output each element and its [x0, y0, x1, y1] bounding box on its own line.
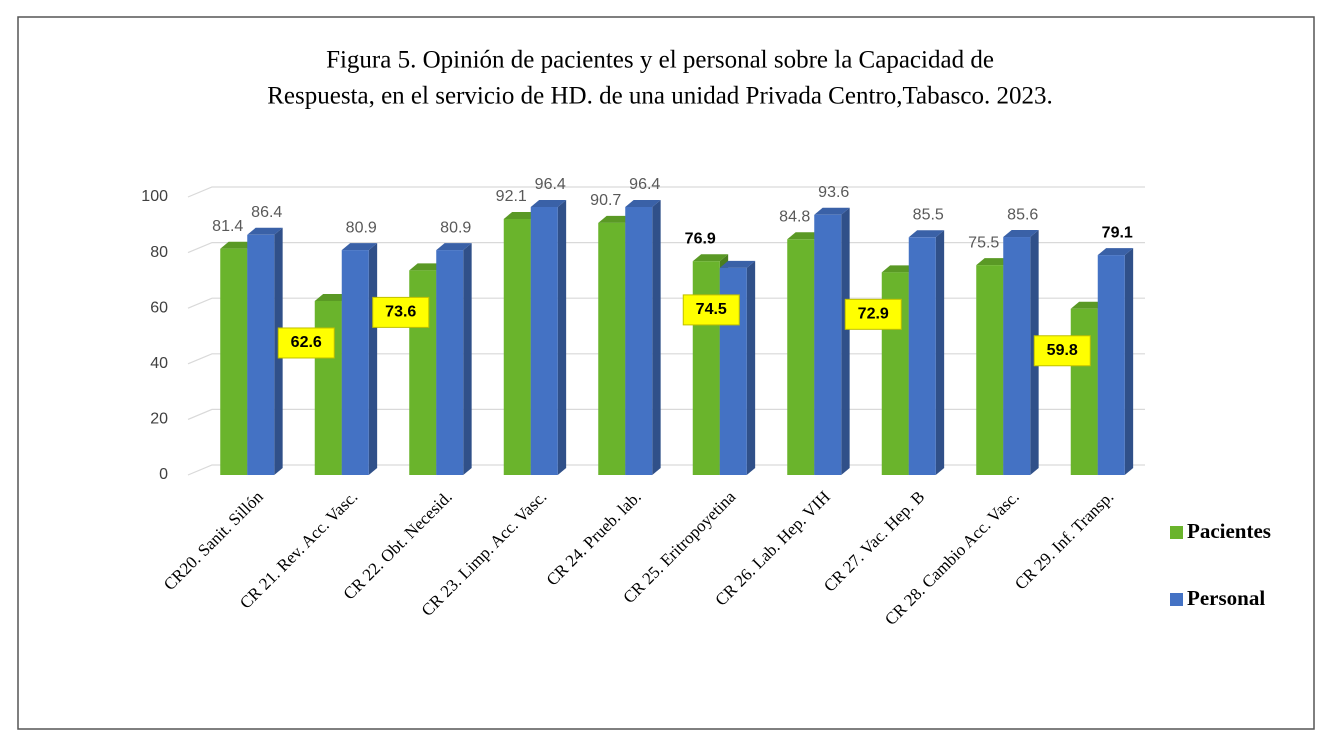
bar-top — [692, 254, 729, 262]
bar — [436, 243, 472, 475]
bar-front — [314, 300, 342, 475]
bar-front — [220, 248, 248, 475]
value-label: 62.6 — [291, 334, 322, 351]
bar-front — [530, 207, 558, 475]
bar-top — [598, 215, 634, 223]
bar-top — [341, 243, 378, 251]
chart-title: Figura 5. Opinión de pacientes y el pers… — [326, 47, 994, 74]
bar-top — [1070, 301, 1107, 309]
bar-top — [787, 232, 823, 240]
value-label: 84.8 — [779, 208, 810, 225]
bar — [530, 200, 567, 475]
bar-top — [314, 293, 351, 301]
value-label: 85.5 — [913, 207, 944, 224]
bar-top — [503, 211, 540, 219]
bar-top — [881, 265, 918, 273]
y-tick-label: 40 — [150, 355, 168, 372]
bar-front — [436, 250, 464, 475]
value-label: 76.9 — [685, 230, 716, 247]
bar-side — [746, 260, 756, 475]
bar-front — [908, 237, 936, 475]
bar-front — [341, 250, 369, 475]
bar-front — [976, 265, 1004, 475]
bar-top — [1097, 248, 1134, 256]
value-label: 96.4 — [629, 176, 660, 193]
bar — [814, 207, 850, 476]
bar — [1097, 248, 1134, 475]
bar-top — [436, 243, 472, 251]
bar-side — [463, 243, 472, 475]
bar-top — [247, 227, 283, 235]
value-label-box — [372, 296, 430, 328]
y-tick-label: 100 — [141, 188, 168, 205]
bar — [1003, 230, 1039, 475]
value-label: 93.6 — [818, 184, 849, 201]
bar-front — [1097, 255, 1125, 475]
y-tick-label: 60 — [150, 299, 168, 316]
bar-top — [1003, 230, 1039, 238]
value-label: 81.4 — [212, 218, 243, 235]
bar-front — [598, 222, 626, 475]
bar-top — [530, 200, 567, 208]
legend-label: Pacientes — [1187, 519, 1271, 543]
legend-swatch — [1170, 593, 1183, 606]
bar-front — [1070, 308, 1098, 475]
value-label: 85.6 — [1007, 206, 1038, 223]
value-label: 86.4 — [251, 204, 282, 221]
bar-side — [368, 243, 378, 475]
value-label-box — [1033, 335, 1091, 367]
bar-top — [814, 207, 850, 215]
bar-top — [719, 260, 756, 268]
bar — [341, 243, 378, 475]
value-label: 79.1 — [1102, 224, 1133, 241]
value-label: 74.5 — [696, 301, 727, 318]
grid-line — [187, 186, 1145, 198]
bar-front — [625, 207, 653, 475]
legend-label: Personal — [1187, 586, 1265, 610]
y-tick-label: 80 — [150, 244, 168, 261]
bar — [247, 227, 283, 475]
value-label: 90.7 — [590, 192, 621, 209]
value-label-box — [844, 298, 902, 330]
value-label: 96.4 — [535, 176, 566, 193]
bar-front — [692, 261, 720, 475]
bar-front — [247, 234, 275, 475]
bar-top — [976, 258, 1012, 266]
value-label-box — [277, 327, 335, 359]
bar-front — [1003, 237, 1031, 475]
bar — [625, 200, 661, 475]
bar-front — [814, 214, 842, 476]
bar — [908, 230, 945, 475]
bar-side — [935, 230, 945, 475]
value-label: 80.9 — [346, 219, 377, 236]
bar-top — [625, 200, 661, 208]
value-label-box — [682, 294, 740, 326]
bar-top — [220, 241, 256, 249]
bar-front — [503, 218, 531, 475]
y-tick-label: 20 — [150, 411, 168, 428]
bar-side — [557, 200, 567, 475]
bar — [719, 260, 756, 475]
bar-top — [908, 230, 945, 238]
chart-title: Respuesta, en el servicio de HD. de una … — [267, 83, 1053, 110]
legend-swatch — [1170, 526, 1183, 539]
value-label: 80.9 — [440, 219, 471, 236]
value-label: 92.1 — [496, 188, 527, 205]
bar-side — [1124, 248, 1134, 475]
bar-side — [841, 207, 850, 476]
y-tick-label: 0 — [159, 466, 168, 483]
value-label: 72.9 — [858, 306, 889, 323]
value-label: 73.6 — [385, 304, 416, 321]
bar-top — [409, 263, 445, 271]
value-label: 75.5 — [968, 234, 999, 251]
bar-side — [652, 200, 661, 475]
value-label: 59.8 — [1047, 342, 1078, 359]
bar-front — [787, 239, 815, 475]
